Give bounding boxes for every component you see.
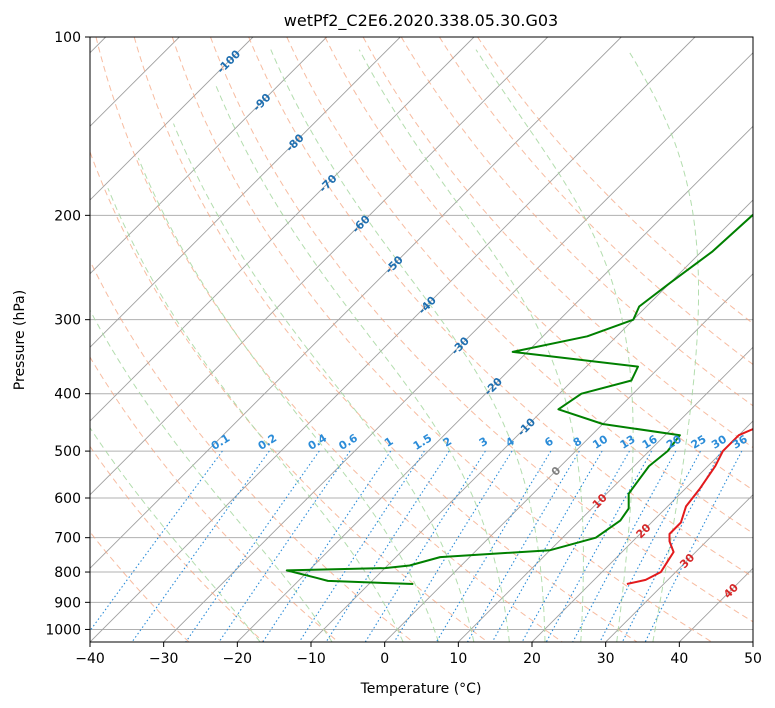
isotherm-line xyxy=(90,37,622,569)
x-tick-label: 40 xyxy=(670,651,688,667)
x-axis-label: Temperature (°C) xyxy=(360,681,482,697)
x-tick-label: 0 xyxy=(380,651,389,667)
x-tick-label: 20 xyxy=(523,651,541,667)
moist-adiabat xyxy=(173,123,475,642)
isotherm-line xyxy=(384,273,753,642)
moist-adiabat xyxy=(358,49,584,642)
y-tick-label: 900 xyxy=(54,595,81,611)
isotherm-line xyxy=(90,37,696,642)
dry-adiabat xyxy=(133,37,638,642)
moist-adiabat xyxy=(627,49,699,642)
x-tick-label: −20 xyxy=(223,651,253,667)
y-tick-label: 200 xyxy=(54,208,81,224)
moist-adiabat xyxy=(270,49,546,642)
data-series xyxy=(285,213,753,585)
mixing-ratio-line xyxy=(599,450,701,642)
x-tick-label: −10 xyxy=(296,651,326,667)
mixing-ratio-line xyxy=(545,450,653,642)
moist-adiabat xyxy=(107,188,404,642)
mixing-ratio-line xyxy=(521,450,630,642)
moist-adiabat xyxy=(214,83,510,642)
isotherm-line xyxy=(163,52,753,642)
y-tick-label: 700 xyxy=(54,531,81,547)
dry-adiabat xyxy=(171,37,712,642)
mixing-ratio-line xyxy=(491,450,603,642)
y-tick-label: 300 xyxy=(54,313,81,329)
isotherm-line xyxy=(90,37,475,422)
chart-title: wetPf2_C2E6.2020.338.05.30.G03 xyxy=(284,11,558,31)
y-axis: 100 200 300 400 500 600 700 800 900 1000 xyxy=(45,30,90,638)
mixing-ratio-line xyxy=(364,450,486,642)
isotherm-line xyxy=(90,37,549,496)
moist-adiabat xyxy=(90,309,333,642)
x-tick-label: −40 xyxy=(75,651,105,667)
moist-adiabat xyxy=(90,426,261,642)
y-tick-label: 600 xyxy=(54,491,81,507)
isotherm-line xyxy=(90,37,401,348)
y-tick-label: 500 xyxy=(54,444,81,460)
x-tick-label: 30 xyxy=(597,651,615,667)
mixing-ratio-line xyxy=(572,450,677,642)
dry-adiabat xyxy=(90,259,414,642)
mixing-ratio-line xyxy=(218,450,351,642)
dry-adiabat xyxy=(324,37,753,491)
isotherm-line xyxy=(90,37,254,201)
y-tick-label: 100 xyxy=(54,30,81,46)
temperature-profile-line xyxy=(626,427,753,585)
dry-adiabat xyxy=(90,356,339,642)
x-tick-label: 50 xyxy=(744,651,762,667)
isotherm-line xyxy=(236,125,753,642)
dry-adiabat xyxy=(95,37,563,642)
x-tick-label: 10 xyxy=(449,651,467,667)
thermo-background xyxy=(90,37,753,642)
moist-adiabat xyxy=(137,157,439,642)
mixing-ratio-line xyxy=(185,450,320,642)
dry-adiabat xyxy=(248,37,753,578)
y-axis-label: Pressure (hPa) xyxy=(12,290,28,390)
plot-frame xyxy=(89,36,754,643)
y-tick-label: 400 xyxy=(54,387,81,403)
dry-adiabat xyxy=(210,37,753,623)
mixing-ratio-line xyxy=(393,450,513,642)
dry-adiabat xyxy=(286,37,753,534)
isotherm-line xyxy=(457,346,753,642)
isotherm-line xyxy=(605,494,753,642)
dry-adiabat xyxy=(438,37,753,366)
x-tick-label: −30 xyxy=(149,651,179,667)
isotherm-line xyxy=(90,37,328,275)
dry-adiabat xyxy=(90,445,264,642)
mixing-ratio-line xyxy=(435,450,552,642)
isotherm-line xyxy=(531,420,753,642)
y-tick-label: 800 xyxy=(54,565,81,581)
dry-adiabat xyxy=(400,37,753,407)
dewpoint-profile-line xyxy=(285,213,753,585)
x-axis: −40 −30 −20 −10 0 10 20 30 40 50 xyxy=(75,642,762,667)
mixing-ratio-line xyxy=(467,450,580,642)
mixing-ratio-line xyxy=(131,450,270,642)
dry-adiabat xyxy=(362,37,753,449)
y-tick-label: 1000 xyxy=(45,622,81,638)
